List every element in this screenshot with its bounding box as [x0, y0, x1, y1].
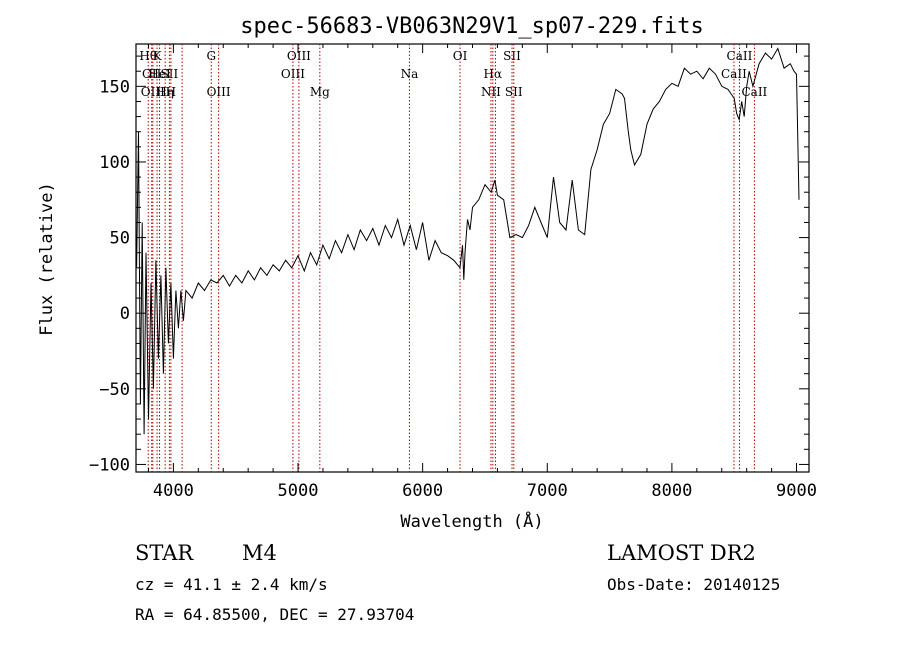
x-axis-label: Wavelength (Å)	[400, 510, 543, 532]
x-tick-label: 4000	[153, 481, 194, 501]
line-marker-label: Na	[401, 67, 419, 81]
chart-title: spec-56683-VB063N29V1_sp07-229.fits	[240, 14, 704, 39]
line-marker-label: G	[206, 49, 216, 63]
y-tick-label: 100	[99, 153, 130, 173]
y-tick-label: 50	[110, 229, 130, 249]
x-tick-label: 7000	[527, 481, 568, 501]
line-marker-label: CaII	[721, 67, 747, 81]
y-tick-label: 150	[99, 77, 130, 97]
line-marker-label: OIII	[141, 85, 165, 99]
line-marker-label: OIII	[281, 67, 305, 81]
line-marker-label: OII	[142, 67, 162, 81]
line-marker-label: OI	[453, 49, 468, 63]
flux-series-line	[136, 47, 800, 435]
line-marker-label: SII	[505, 85, 523, 99]
x-axis: 4000 5000 6000 7000 8000 9000	[147, 44, 817, 501]
y-tick-label: −50	[99, 380, 130, 400]
line-marker-label: CaII	[727, 49, 753, 63]
line-marker-label: OIII	[287, 49, 311, 63]
line-marker-label: NII	[481, 85, 501, 99]
line-marker-label: OIII	[207, 85, 231, 99]
line-marker-label: Hη	[156, 85, 174, 99]
line-marker-label: SII	[503, 49, 521, 63]
object-subclass: M4	[242, 541, 277, 565]
y-axis-label: Flux (relative)	[37, 182, 57, 336]
line-marker-label: Mg	[310, 85, 330, 99]
line-marker-label: Hα	[484, 67, 503, 81]
line-marker-label: SII	[161, 67, 179, 81]
x-tick-label: 9000	[776, 481, 817, 501]
line-marker-label: H	[166, 85, 176, 99]
plot-frame	[135, 43, 810, 473]
obs-date-text: Obs-Date: 20140125	[607, 575, 780, 594]
line-marker-label: HeI	[148, 67, 171, 81]
object-class: STAR	[135, 541, 194, 565]
line-marker-label: K	[153, 49, 163, 63]
line-marker-label: CaII	[741, 85, 767, 99]
redshift-text: cz = 41.1 ± 2.4 km/s	[135, 575, 328, 594]
survey-name: LAMOST DR2	[607, 541, 756, 565]
x-tick-label: 8000	[651, 481, 692, 501]
y-axis: −100 −50 0 50 100 150	[89, 55, 809, 475]
y-tick-label: −100	[89, 455, 130, 475]
line-markers: HθOIIOIIIKHeIHηSIIHGOIIIOIIIOIIIMgNaOINI…	[139, 44, 768, 472]
x-tick-label: 6000	[402, 481, 443, 501]
coordinates-text: RA = 64.85500, DEC = 27.93704	[135, 605, 414, 624]
y-tick-label: 0	[120, 304, 130, 324]
x-tick-label: 5000	[278, 481, 319, 501]
